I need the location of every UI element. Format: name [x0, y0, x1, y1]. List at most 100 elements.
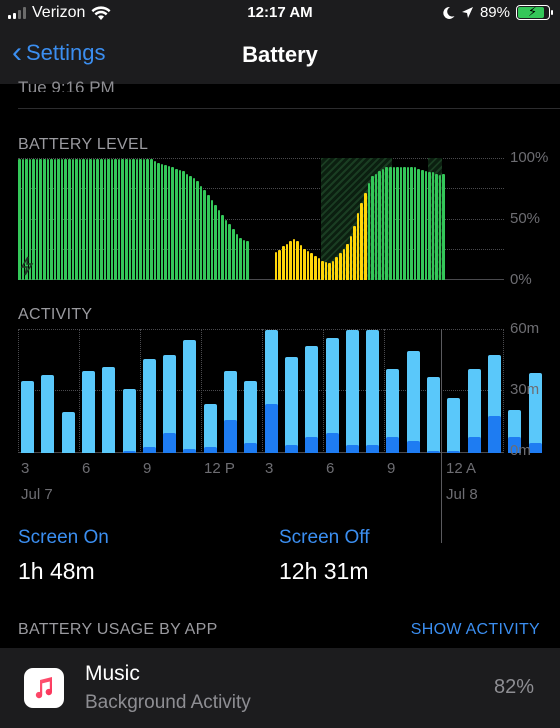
battery-level-bar [299, 244, 303, 280]
battery-level-bar [18, 159, 21, 280]
screen-on-bar [61, 412, 75, 453]
screen-on-bar [41, 375, 55, 453]
grid-line [18, 329, 504, 330]
screen-off-bar [487, 416, 501, 453]
grid-line [18, 390, 504, 391]
battery-level-bar [421, 169, 424, 280]
battery-level-bar [296, 241, 299, 280]
battery-level-bar [403, 167, 406, 280]
carrier-name: Verizon [32, 4, 86, 21]
battery-level-bar [207, 195, 210, 280]
activity-chart[interactable] [18, 329, 542, 543]
battery-level-bar [75, 159, 78, 280]
battery-level-bar [192, 178, 196, 280]
x-tick: 9 [387, 460, 396, 477]
battery-level-bar [135, 159, 139, 280]
battery-level-bar [360, 202, 363, 280]
battery-level-bar [278, 249, 281, 280]
battery-level-bar [35, 159, 39, 280]
usage-header: BATTERY USAGE BY APP [18, 621, 218, 638]
battery-level-bar [32, 159, 35, 280]
x-tick: 6 [326, 460, 335, 477]
battery-level-bar [321, 260, 324, 280]
battery-percent: 89% [479, 4, 510, 21]
battery-level-bar [371, 175, 374, 280]
battery-level-bar [153, 161, 157, 280]
battery-level-chart[interactable] [18, 158, 504, 280]
screen-on-bar [284, 356, 298, 453]
battery-level-bar [381, 168, 385, 280]
battery-level-bar [346, 243, 349, 280]
charging-bolt-icon [20, 256, 34, 276]
screen-off-bar [163, 432, 177, 453]
battery-level-bar [328, 263, 331, 280]
screen-on-bar [528, 373, 542, 453]
battery-level-bar [224, 219, 228, 280]
last-charged-text: Tue 9:16 PM [18, 78, 115, 92]
battery-level-bar [189, 175, 192, 280]
battery-level-bar [242, 240, 246, 280]
screen-on-bar [345, 330, 359, 453]
battery-level-bar [53, 159, 57, 280]
screen-off-bar [528, 442, 542, 453]
battery-level-bar [246, 241, 249, 280]
app-subtitle: Background Activity [85, 692, 251, 713]
date-label: Jul 7 [21, 486, 53, 503]
battery-level-bar [128, 159, 132, 280]
divider [18, 108, 560, 109]
status-left: Verizon [8, 4, 111, 22]
status-right: 89% ⚡ [442, 4, 553, 21]
battery-tick-0: 0% [510, 271, 532, 288]
show-activity-button[interactable]: SHOW ACTIVITY [410, 621, 540, 638]
battery-level-bar [60, 159, 64, 280]
screen-off-bar [366, 444, 380, 453]
battery-level-bar [239, 237, 242, 280]
status-bar: Verizon 12:17 AM 89% ⚡ [0, 0, 560, 28]
battery-level-bar [314, 255, 317, 280]
battery-level-bar [164, 165, 167, 280]
battery-level-bar [438, 174, 442, 280]
battery-level-bar [292, 238, 296, 280]
navigation-bar: ‹ Settings Battery [0, 28, 560, 84]
back-label: Settings [26, 40, 106, 65]
battery-level-bar [306, 250, 310, 280]
battery-level-bar [413, 167, 417, 280]
music-note-icon [24, 668, 64, 708]
activity-tick-60: 60m [510, 320, 540, 337]
app-row-music[interactable]: Music Background Activity 82% [0, 648, 560, 728]
screen-off-bar [447, 450, 461, 453]
back-button[interactable]: ‹ Settings [12, 38, 106, 68]
battery-level-bar [342, 248, 346, 280]
status-time: 12:17 AM [247, 4, 313, 21]
battery-level-bar [310, 253, 314, 280]
screen-off-bar [406, 440, 420, 453]
battery-level-bar [96, 159, 100, 280]
screen-on-bar [427, 377, 440, 453]
chevron-left-icon: ‹ [12, 36, 22, 69]
battery-level-bar [103, 159, 107, 280]
battery-content[interactable]: Tue 9:16 PM BATTERY LEVEL 100% 50% 0% AC… [0, 78, 560, 728]
screen-on-bar [224, 371, 237, 453]
battery-level-bar [107, 159, 110, 280]
screen-off-bar [264, 403, 278, 453]
battery-level-bar [339, 253, 342, 280]
x-tick: 12 A [446, 460, 477, 477]
grid-line [18, 249, 504, 250]
battery-level-bar [174, 168, 178, 280]
battery-level-bar [285, 243, 289, 280]
battery-level-bar [196, 180, 199, 280]
x-tick: 3 [265, 460, 274, 477]
screen-on-bar [203, 403, 217, 453]
battery-level-bar [64, 159, 67, 280]
battery-level-bar [396, 167, 399, 280]
battery-level-bar [424, 171, 428, 280]
battery-level-bar [385, 167, 388, 280]
x-tick: 12 P [204, 460, 235, 477]
app-percent: 82% [493, 676, 534, 698]
battery-level-bar [232, 229, 235, 280]
screen-on-bar [183, 340, 197, 453]
battery-level-bar [167, 166, 171, 280]
page-title: Battery [242, 42, 318, 67]
battery-tick-100: 100% [510, 149, 549, 166]
activity-label: ACTIVITY [18, 306, 93, 323]
